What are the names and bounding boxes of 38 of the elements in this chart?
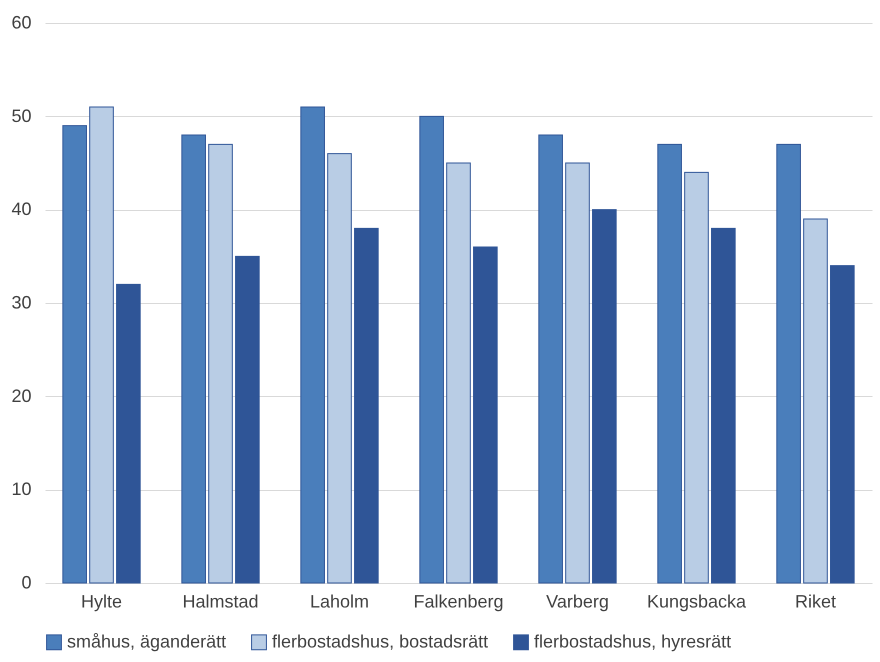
bar — [235, 256, 260, 584]
x-tick-label: Riket — [794, 592, 836, 612]
bar — [419, 116, 444, 584]
bar — [181, 134, 206, 584]
x-tick-label: Kungsbacka — [646, 592, 748, 612]
x-tick-label: Laholm — [310, 592, 370, 612]
bar — [473, 246, 498, 584]
y-tick-label: 10 — [11, 479, 32, 500]
bar — [300, 106, 325, 584]
bar — [711, 228, 736, 584]
bar — [327, 153, 352, 584]
bar — [657, 144, 682, 584]
legend-label: småhus, äganderätt — [67, 631, 226, 652]
bar — [89, 106, 114, 584]
y-tick-label: 40 — [11, 199, 32, 220]
bar — [565, 162, 590, 584]
bar — [354, 228, 379, 584]
y-tick-label: 50 — [11, 106, 32, 126]
y-tick-label: 0 — [21, 572, 32, 592]
bar — [208, 144, 233, 584]
bar — [538, 134, 563, 584]
y-tick-label: 60 — [11, 12, 32, 32]
bar — [446, 162, 471, 584]
x-tick-label: Halmstad — [182, 592, 259, 612]
bar — [592, 209, 617, 584]
y-tick-label: 20 — [11, 386, 32, 406]
x-tick-label: Varberg — [546, 592, 609, 612]
x-tick-label: Falkenberg — [413, 592, 504, 612]
legend-label: flerbostadshus, bostadsrätt — [272, 631, 488, 652]
x-tick-label: Hylte — [81, 592, 122, 612]
bar — [62, 125, 87, 584]
bar — [776, 144, 801, 584]
bar — [116, 284, 141, 584]
legend-label: flerbostadshus, hyresrätt — [534, 631, 732, 652]
bar — [684, 172, 709, 584]
bar — [830, 265, 855, 584]
bar — [803, 218, 828, 584]
y-tick-label: 30 — [11, 292, 32, 312]
